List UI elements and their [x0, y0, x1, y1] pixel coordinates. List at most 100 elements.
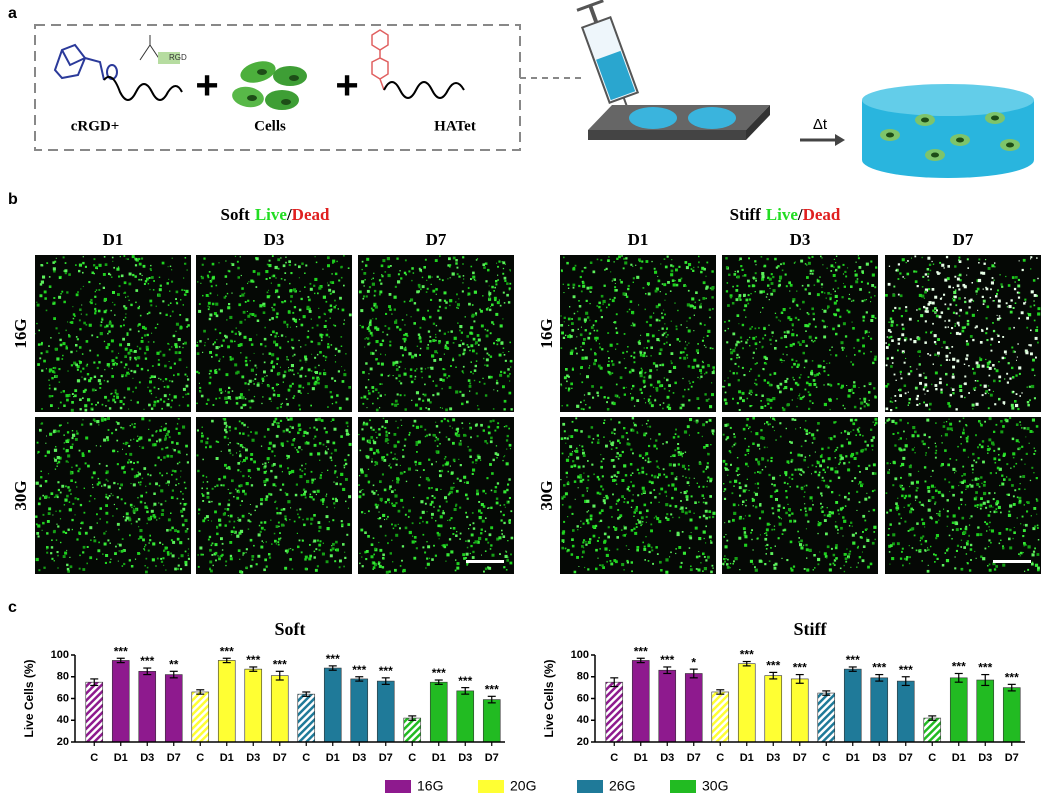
x-tick-label: C: [610, 752, 618, 764]
x-tick-label: D7: [379, 752, 393, 764]
x-tick-label: D7: [899, 752, 913, 764]
significance-label: ***: [114, 644, 128, 658]
cells-drawing: [232, 61, 307, 110]
column-label: D3: [264, 230, 285, 249]
bar: [737, 663, 756, 743]
hatet-molecule: [371, 29, 465, 99]
bar: [376, 680, 395, 743]
y-tick-label: 20: [577, 736, 589, 748]
x-tick-label: D3: [872, 752, 886, 764]
plus-sign: +: [195, 64, 218, 108]
x-tick-label: D3: [352, 752, 366, 764]
column-label: D1: [103, 230, 124, 249]
significance-label: ***: [846, 653, 860, 667]
legend-label: 16G: [417, 778, 443, 794]
title-dead: Dead: [292, 205, 330, 224]
scale-bar: [993, 560, 1031, 563]
legend-swatch: [385, 780, 411, 793]
micrograph: [35, 417, 191, 574]
bar: [323, 667, 342, 743]
bar: [1002, 687, 1021, 743]
bar: [191, 691, 210, 743]
hydrogel-cylinder: [862, 84, 1034, 178]
error-bar: [408, 715, 417, 721]
y-tick-label: 80: [57, 671, 69, 683]
image-title: Stiff Live/Dead: [730, 205, 841, 224]
x-tick-label: D7: [273, 752, 287, 764]
rgd-label: RGD: [169, 53, 187, 62]
significance-label: ***: [352, 663, 366, 677]
micrograph: [35, 255, 191, 412]
micrograph: [722, 255, 878, 412]
title-dead: Dead: [803, 205, 841, 224]
legend-label: 20G: [510, 778, 536, 794]
bar: [350, 678, 369, 743]
delta-t-label: Δt: [813, 116, 828, 133]
micrograph: [358, 417, 514, 574]
x-tick-label: C: [822, 752, 830, 764]
error-bar: [381, 677, 390, 685]
error-bar: [143, 667, 152, 676]
error-bar: [875, 673, 884, 682]
x-tick-label: D3: [660, 752, 674, 764]
error-bar: [222, 657, 231, 664]
y-tick-label: 40: [57, 714, 69, 726]
error-bar: [90, 678, 99, 687]
x-tick-label: D7: [485, 752, 499, 764]
x-tick-label: C: [196, 752, 204, 764]
column-label: D3: [790, 230, 811, 249]
row-label: 30G: [537, 480, 556, 510]
y-tick-label: 100: [51, 649, 69, 661]
plus-sign: +: [335, 64, 358, 108]
x-tick-label: D1: [952, 752, 966, 764]
y-tick-label: 100: [571, 649, 589, 661]
x-tick-label: D3: [140, 752, 154, 764]
arrow-head: [835, 134, 845, 146]
x-tick-label: D3: [458, 752, 472, 764]
error-bar: [981, 673, 990, 687]
significance-label: *: [691, 655, 696, 669]
x-tick-label: D7: [793, 752, 807, 764]
significance-label: ***: [872, 661, 886, 675]
title-word: Stiff: [730, 205, 762, 224]
y-tick-label: 20: [57, 736, 69, 748]
error-bar: [901, 676, 910, 687]
significance-label: ***: [485, 682, 499, 696]
error-bar: [487, 695, 496, 704]
x-tick-label: D3: [978, 752, 992, 764]
error-bar: [302, 691, 311, 697]
error-bar: [663, 666, 672, 675]
y-tick-label: 60: [57, 692, 69, 704]
x-tick-label: D1: [846, 752, 860, 764]
row-label: 30G: [11, 480, 30, 510]
significance-label: ***: [952, 660, 966, 674]
title-live: Live: [255, 205, 288, 224]
x-tick-label: C: [928, 752, 936, 764]
error-bar: [196, 689, 205, 695]
bar: [870, 677, 889, 743]
y-tick-label: 40: [577, 714, 589, 726]
bar: [631, 660, 650, 743]
panel-label: a: [8, 5, 17, 22]
panel-label: b: [8, 191, 18, 208]
title-slash: /: [286, 205, 292, 224]
error-bar: [954, 672, 963, 683]
panel-label: c: [8, 599, 17, 616]
column-label: D7: [953, 230, 974, 249]
significance-label: ***: [660, 653, 674, 667]
legend-label: 26G: [609, 778, 635, 794]
bar: [270, 675, 289, 743]
micrograph: [885, 417, 1041, 574]
image-title: Soft Live/Dead: [221, 205, 330, 224]
error-bar: [928, 715, 937, 721]
x-tick-label: D1: [326, 752, 340, 764]
error-bar: [461, 687, 470, 695]
bar: [896, 680, 915, 743]
error-bar: [169, 670, 178, 679]
bar: [217, 660, 236, 743]
x-tick-label: C: [302, 752, 310, 764]
y-axis-label: Live Cells (%): [22, 659, 36, 737]
bar: [138, 671, 157, 743]
bar: [482, 699, 501, 743]
